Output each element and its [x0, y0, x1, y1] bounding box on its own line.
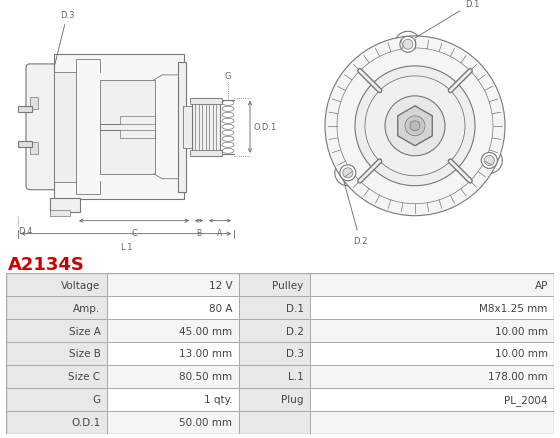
- Bar: [190, 99, 222, 105]
- Text: Amp.: Amp.: [73, 303, 101, 313]
- Bar: [239, 411, 310, 434]
- Text: D.4: D.4: [18, 226, 32, 235]
- Text: 80.50 mm: 80.50 mm: [179, 371, 232, 381]
- Text: 13.00 mm: 13.00 mm: [179, 349, 232, 359]
- Text: D.2: D.2: [286, 326, 304, 336]
- Circle shape: [340, 166, 356, 181]
- Bar: [107, 319, 239, 342]
- Text: A2134S: A2134S: [8, 255, 85, 273]
- Text: Size A: Size A: [69, 326, 101, 336]
- Bar: [54, 55, 184, 199]
- Circle shape: [481, 153, 497, 169]
- Text: 12 V: 12 V: [209, 280, 232, 290]
- Circle shape: [325, 37, 505, 216]
- Bar: [107, 342, 239, 365]
- Bar: [192, 99, 220, 156]
- Bar: [310, 411, 554, 434]
- Bar: [18, 106, 32, 113]
- Bar: [50, 210, 70, 216]
- Bar: [239, 342, 310, 365]
- Text: L.1: L.1: [288, 371, 304, 381]
- Bar: [30, 142, 38, 155]
- Text: 1 qty.: 1 qty.: [204, 394, 232, 404]
- Bar: [107, 365, 239, 388]
- Circle shape: [355, 67, 475, 186]
- Text: Size C: Size C: [68, 371, 101, 381]
- Circle shape: [410, 121, 420, 131]
- Text: M8x1.25 mm: M8x1.25 mm: [479, 303, 548, 313]
- Text: D.2: D.2: [344, 181, 367, 245]
- Text: Plug: Plug: [281, 394, 304, 404]
- Bar: [239, 319, 310, 342]
- Text: 80 A: 80 A: [209, 303, 232, 313]
- Text: D.1: D.1: [286, 303, 304, 313]
- Text: D.3: D.3: [286, 349, 304, 359]
- Circle shape: [365, 77, 465, 177]
- Text: Voltage: Voltage: [61, 280, 101, 290]
- Bar: [190, 150, 222, 156]
- FancyBboxPatch shape: [26, 65, 62, 190]
- Bar: [239, 388, 310, 411]
- Bar: [6, 274, 107, 297]
- Circle shape: [343, 168, 353, 178]
- Bar: [18, 141, 32, 148]
- Text: 10.00 mm: 10.00 mm: [495, 326, 548, 336]
- Text: D.1: D.1: [415, 0, 479, 39]
- Bar: [100, 81, 155, 174]
- Bar: [310, 342, 554, 365]
- Bar: [310, 365, 554, 388]
- Bar: [239, 274, 310, 297]
- Bar: [107, 274, 239, 297]
- Bar: [107, 388, 239, 411]
- Bar: [6, 342, 107, 365]
- Text: D.3: D.3: [55, 11, 74, 66]
- Text: C: C: [131, 228, 137, 237]
- Bar: [239, 365, 310, 388]
- Text: 178.00 mm: 178.00 mm: [488, 371, 548, 381]
- Bar: [50, 198, 80, 212]
- Bar: [6, 388, 107, 411]
- Bar: [310, 274, 554, 297]
- Text: B: B: [197, 228, 202, 237]
- Bar: [6, 411, 107, 434]
- Bar: [310, 388, 554, 411]
- Bar: [6, 319, 107, 342]
- Text: 10.00 mm: 10.00 mm: [495, 349, 548, 359]
- Bar: [178, 63, 186, 192]
- Text: O.D.1: O.D.1: [71, 417, 101, 427]
- Bar: [239, 297, 310, 319]
- Text: G: G: [92, 394, 101, 404]
- Circle shape: [400, 37, 416, 53]
- Bar: [310, 319, 554, 342]
- Bar: [6, 297, 107, 319]
- Polygon shape: [398, 106, 432, 146]
- Text: 45.00 mm: 45.00 mm: [179, 326, 232, 336]
- Text: 50.00 mm: 50.00 mm: [179, 417, 232, 427]
- Text: O.D.1: O.D.1: [254, 123, 277, 132]
- Bar: [310, 297, 554, 319]
- Bar: [54, 73, 76, 182]
- Bar: [30, 98, 38, 110]
- Bar: [107, 411, 239, 434]
- Circle shape: [484, 156, 494, 166]
- Text: A: A: [217, 228, 223, 237]
- Text: G: G: [225, 72, 231, 81]
- Text: Pulley: Pulley: [272, 280, 304, 290]
- Circle shape: [405, 117, 425, 137]
- Text: Size B: Size B: [69, 349, 101, 359]
- Text: AP: AP: [534, 280, 548, 290]
- Bar: [107, 297, 239, 319]
- Text: L.1: L.1: [120, 242, 132, 251]
- Bar: [183, 106, 195, 148]
- Circle shape: [385, 97, 445, 156]
- Bar: [6, 365, 107, 388]
- Text: PL_2004: PL_2004: [505, 394, 548, 405]
- Circle shape: [403, 40, 413, 50]
